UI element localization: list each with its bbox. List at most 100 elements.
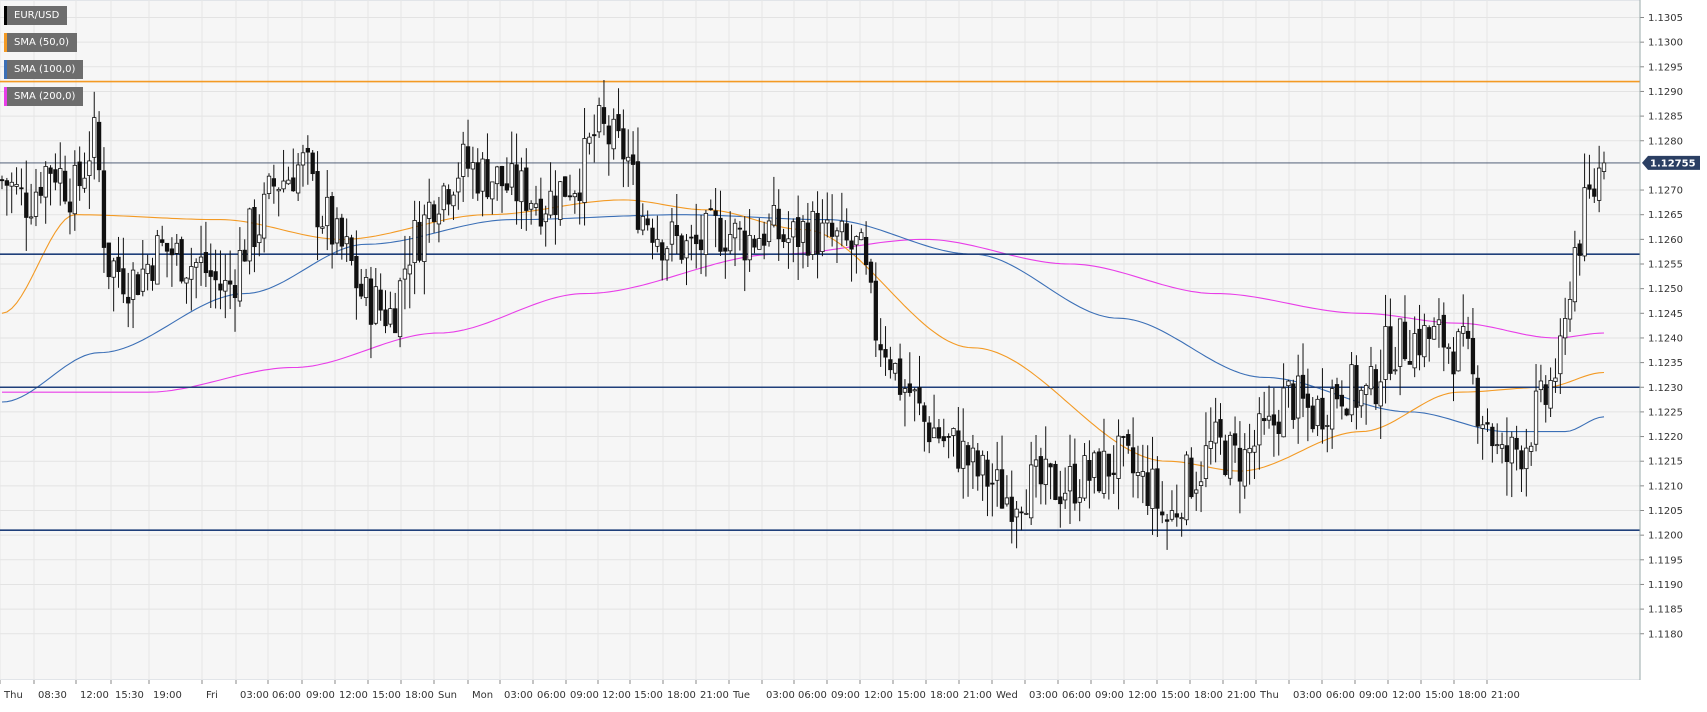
x-tick-label: 18:00 (405, 690, 434, 701)
candle-body (771, 205, 777, 226)
candle-body (703, 212, 709, 255)
candle-body (1033, 459, 1039, 467)
candle (863, 221, 869, 275)
candle (1291, 379, 1296, 429)
candle (82, 152, 87, 193)
candle-body (1014, 508, 1019, 518)
candle-body (1310, 405, 1315, 430)
candle (252, 199, 257, 273)
x-tick-label: 12:00 (80, 690, 109, 701)
candle (417, 201, 422, 263)
candle-body (941, 436, 946, 442)
legend-sma200[interactable]: SMA (200,0) (4, 87, 84, 106)
candle-body (664, 248, 670, 261)
candle (664, 245, 670, 281)
candle (92, 91, 97, 180)
candle (62, 155, 68, 205)
candle (1208, 407, 1213, 465)
candle (1169, 490, 1175, 522)
candle-body (1126, 434, 1131, 446)
candle-body (1198, 481, 1204, 486)
legend-symbol[interactable]: EUR/USD (4, 6, 68, 25)
candle-body (1543, 384, 1548, 405)
candle-body (1155, 468, 1160, 509)
candle (1422, 313, 1427, 368)
x-tick-label: 03:00 (504, 690, 533, 701)
candle (179, 236, 184, 284)
candle (310, 150, 315, 181)
candle-body (145, 263, 150, 274)
candle-body (708, 208, 713, 211)
candle (514, 133, 519, 225)
x-tick-label: Sun (438, 690, 457, 701)
candle (1485, 408, 1490, 432)
candle (1582, 153, 1587, 262)
candle (655, 215, 660, 253)
candle (1427, 325, 1432, 362)
time-axis: Thu 08:30 12:00 15:30 19:00 Fri 03:00 06:00 09:0… (0, 680, 1520, 701)
candle (145, 254, 150, 291)
x-tick-label: Mon (472, 690, 493, 701)
candle (1577, 239, 1582, 276)
y-tick-label: 1.1185 (1648, 605, 1683, 616)
candle-body (1194, 489, 1199, 494)
candle (155, 229, 160, 285)
candle (130, 262, 136, 329)
candle-body (645, 218, 650, 226)
candle-body (1203, 445, 1209, 479)
candle (1354, 355, 1359, 430)
candle (601, 80, 607, 136)
candle (1184, 451, 1189, 526)
candle-body (1029, 464, 1034, 519)
candle (363, 268, 369, 307)
candle-body (1291, 383, 1296, 420)
candle (679, 233, 684, 264)
candle (1189, 447, 1194, 499)
x-tick-label: 21:00 (1227, 690, 1256, 701)
legend-sma100[interactable]: SMA (100,0) (4, 60, 84, 79)
candle-body (446, 189, 451, 205)
candle (961, 408, 966, 499)
candle (1150, 436, 1155, 535)
candle-body (601, 107, 607, 124)
candle (475, 148, 480, 201)
candle-body (1558, 335, 1563, 375)
candle-body (1223, 440, 1228, 475)
candle-body (53, 169, 58, 183)
candle-body (1567, 299, 1573, 320)
candle (397, 277, 403, 348)
candle-body (1266, 415, 1272, 421)
candle-body (1441, 314, 1446, 348)
candle-body (519, 170, 524, 203)
candle (1087, 440, 1092, 509)
candle-body (737, 227, 743, 230)
candle (1252, 429, 1257, 480)
x-tick-label: 06:00 (798, 690, 827, 701)
candle-body (1232, 433, 1238, 446)
candle-body (422, 214, 427, 262)
candle-body (223, 279, 228, 292)
legend-sma200-swatch (4, 87, 7, 106)
candle (519, 157, 524, 229)
candle (941, 418, 946, 448)
candle-body (1495, 444, 1500, 447)
candle-body (621, 128, 626, 160)
y-tick-label: 1.1220 (1648, 432, 1683, 443)
candle (436, 196, 442, 243)
x-tick-label: 12:00 (1392, 690, 1421, 701)
candle-body (650, 227, 655, 243)
candle (1563, 297, 1568, 355)
candle-body (402, 268, 408, 280)
candle-body (228, 280, 233, 285)
candle-body (1344, 408, 1349, 416)
candle (645, 210, 650, 231)
candle (305, 135, 310, 185)
x-tick-label: 03:00 (1029, 690, 1058, 701)
x-tick-label: 03:00 (1293, 690, 1322, 701)
legend-sma50[interactable]: SMA (50,0) (4, 33, 78, 52)
legend-symbol-label: EUR/USD (14, 10, 60, 21)
candle (1436, 298, 1442, 348)
candle (849, 224, 854, 282)
candle (1286, 379, 1291, 408)
